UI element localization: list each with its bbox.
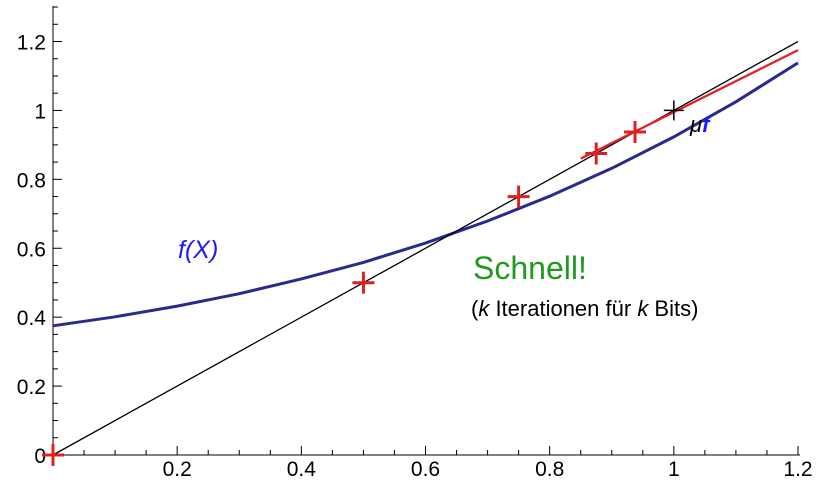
y-tick-label: 1: [34, 100, 46, 123]
x-tick-label: 0.2: [163, 458, 192, 481]
iteration-point: [352, 271, 375, 294]
iteration-point: [42, 444, 64, 466]
schnell-label: Schnell!: [473, 250, 587, 286]
iter-mid: Iterationen für: [489, 296, 637, 321]
axes: [52, 6, 800, 456]
identity-line: [52, 40, 799, 456]
x-tick-label: 0.8: [535, 458, 564, 481]
markers: [42, 100, 684, 466]
y-tick-label: 0.4: [17, 307, 47, 330]
iter-k1: k: [478, 296, 490, 321]
x-tick-label: 0.6: [411, 458, 440, 481]
y-tick-label: 0.8: [17, 169, 46, 192]
y-tick-label: 0.2: [17, 376, 46, 399]
f-x-label: f(X): [178, 236, 218, 264]
y-tick-label: 0.6: [17, 238, 46, 261]
series: [52, 40, 799, 456]
f-x-curve: [52, 61, 799, 328]
iteration-point: [624, 120, 647, 143]
mu-f-symbol: f: [702, 112, 712, 137]
mu-symbol: μ: [689, 112, 702, 137]
iter-open: (: [471, 296, 479, 321]
iteration-point: [507, 185, 530, 208]
y-tick-label: 0: [34, 445, 46, 468]
x-tick-label: 1: [668, 458, 680, 481]
tangent-line: [580, 49, 799, 160]
iterations-note: (k Iterationen für k Bits): [471, 296, 698, 321]
ticks: 0.2 0.4 0.6 0.8 1 1.2 0 0.2 0.4 0.6 0.8 1 1.2: [17, 6, 813, 481]
fixed-point-marker: [663, 100, 684, 121]
iter-k2: k: [637, 296, 649, 321]
x-tick-label: 1.2: [783, 458, 812, 481]
iteration-point: [585, 142, 608, 165]
x-tick-label: 0.4: [287, 458, 317, 481]
iter-end: Bits): [648, 296, 698, 321]
y-tick-label: 1.2: [17, 32, 46, 55]
mu-f-label: μf: [689, 112, 712, 137]
